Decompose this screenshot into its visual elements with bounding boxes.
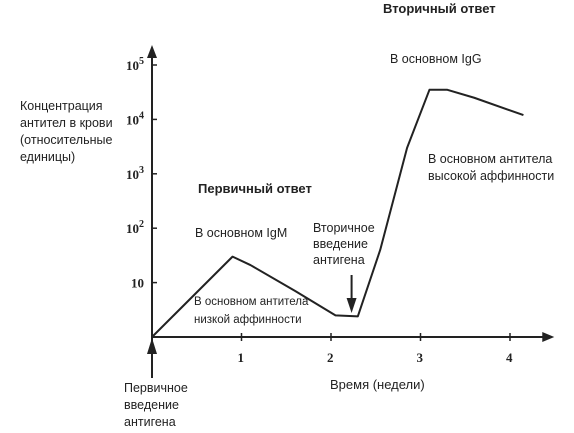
y-tick-label-2: 102 [126, 219, 144, 236]
high-affinity-label-line-1: В основном антитела [428, 152, 552, 166]
second-injection-label-line-3: антигена [313, 253, 365, 267]
mostly-igm-label: В основном IgM [195, 226, 287, 240]
first-injection-label-line-1: Первичное [124, 381, 188, 395]
x-tick-label-2: 2 [327, 350, 334, 365]
y-axis-label-line-3: (относительные [20, 133, 112, 147]
low-affinity-label-line-1: В основном антитела [194, 296, 309, 308]
y-tick-label-4: 104 [126, 110, 144, 127]
y-axis-label-line-4: единицы) [20, 150, 75, 164]
x-tick-label-4: 4 [506, 350, 513, 365]
second-injection-arrowhead [346, 298, 357, 313]
second-injection-label-line-2: введение [313, 237, 368, 251]
first-injection-label-line-2: введение [124, 398, 179, 412]
primary-response-label: Первичный ответ [198, 181, 312, 196]
high-affinity-label-line-2: высокой аффинности [428, 169, 554, 183]
mostly-igg-label: В основном IgG [390, 52, 482, 66]
y-axis-label-line-2: антител в крови [20, 116, 113, 130]
first-injection-arrowhead [147, 338, 157, 354]
x-axis-arrowhead [542, 332, 555, 342]
y-tick-label-3: 103 [126, 165, 144, 182]
y-tick-label-5: 105 [126, 56, 144, 73]
x-axis-label: Время (недели) [330, 377, 425, 392]
y-axis-arrowhead [147, 45, 157, 58]
y-axis-label-line-1: Концентрация [20, 99, 103, 113]
x-tick-label-3: 3 [417, 350, 424, 365]
first-injection-label-line-3: антигена [124, 415, 176, 429]
antibody-curve-1 [151, 88, 524, 338]
x-tick-label-1: 1 [238, 350, 245, 365]
secondary-response-label: Вторичный ответ [383, 1, 496, 16]
y-tick-label-1: 10 [131, 276, 144, 291]
low-affinity-label-line-2: низкой аффинности [194, 314, 302, 326]
second-injection-label-line-1: Вторичное [313, 221, 375, 235]
